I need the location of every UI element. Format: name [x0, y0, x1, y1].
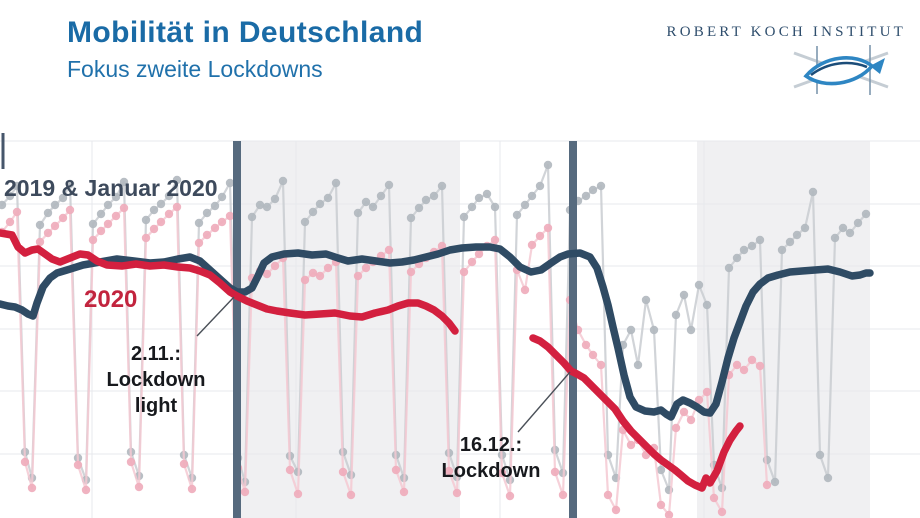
page-subtitle: Fokus zweite Lockdowns	[67, 56, 323, 82]
annotation-lockdown-light: 2.11.: Lockdown light	[81, 341, 231, 419]
title-block: Mobilität in Deutschland Fokus zweite Lo…	[67, 16, 423, 83]
annotation-connectors	[196, 296, 571, 433]
annotation-lockdown-date: 16.12.:	[459, 434, 523, 456]
series-label-2020: 2020	[84, 286, 138, 313]
lockdown-event-bars	[233, 141, 577, 518]
page-title: Mobilität in Deutschland	[67, 16, 424, 49]
header: Mobilität in Deutschland Fokus zweite Lo…	[0, 0, 920, 128]
series-smoothed-2020	[0, 229, 744, 492]
rki-fish-icon	[793, 45, 889, 95]
annotation-lockdown: 16.12.: Lockdown	[416, 432, 566, 484]
series-label-2019: 2019 & Januar 2020	[4, 175, 218, 201]
annotation-lockdown-light-line3: light	[134, 395, 178, 417]
rki-logo-text: ROBERT KOCH INSTITUT	[666, 24, 906, 40]
series-daily-reference	[0, 160, 871, 495]
annotation-lockdown-light-line2: Lockdown	[106, 369, 206, 391]
annotation-lockdown-line2: Lockdown	[441, 460, 541, 482]
rki-logo: ROBERT KOCH INSTITUT	[667, 24, 907, 100]
annotation-lockdown-light-date: 2.11.:	[130, 343, 182, 365]
